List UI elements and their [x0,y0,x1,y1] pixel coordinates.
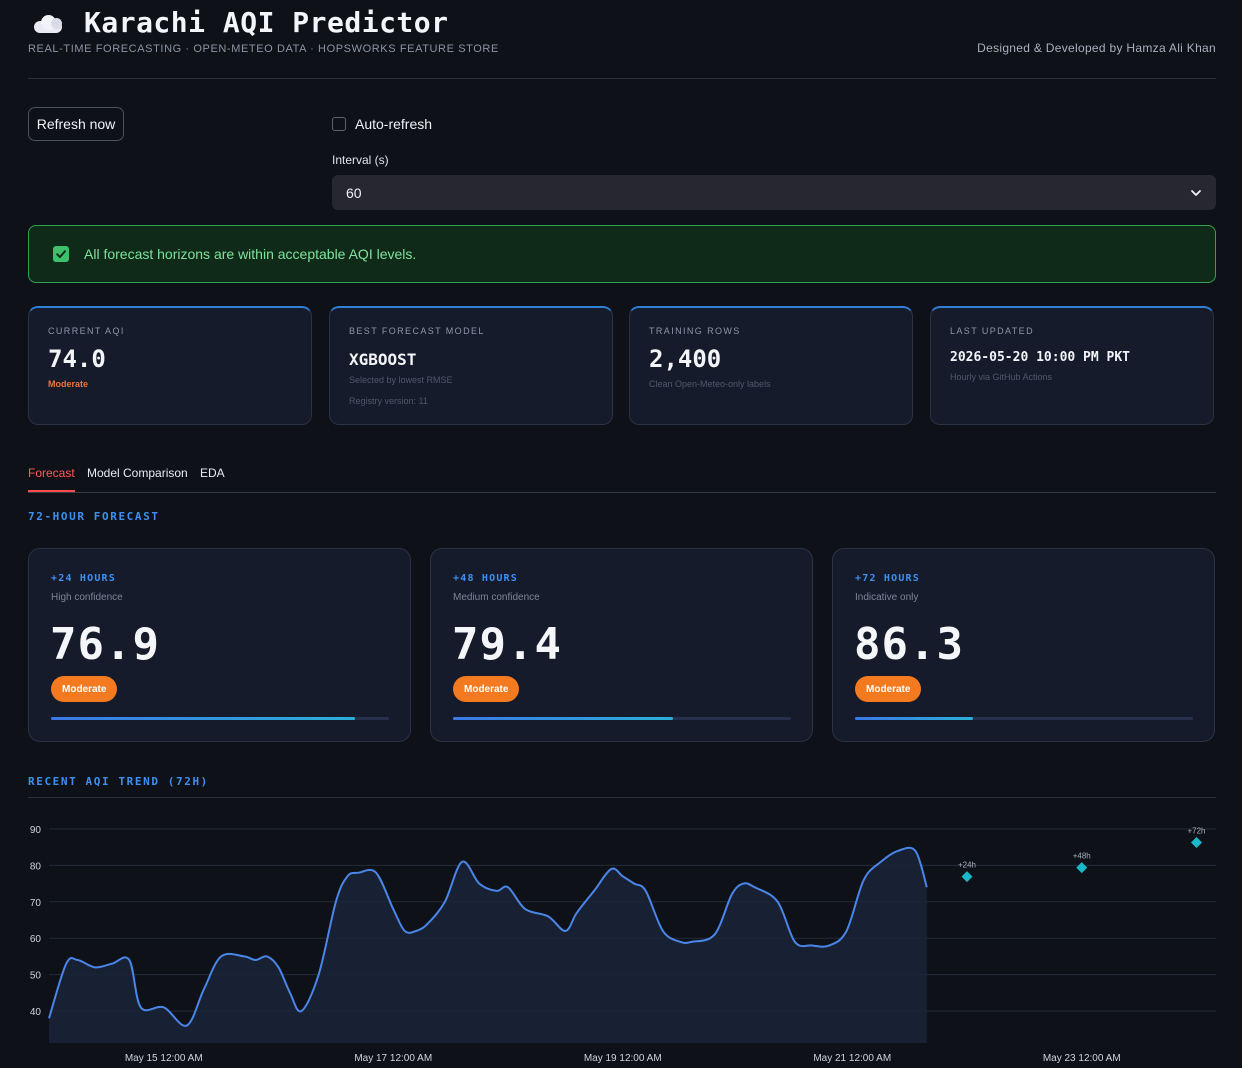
y-tick-label: 80 [30,861,42,872]
y-tick-label: 60 [30,934,42,945]
confidence-bar [855,717,1193,720]
cloud-icon [32,12,66,34]
alert-message: All forecast horizons are within accepta… [84,246,417,262]
status-badge: Moderate [453,676,520,702]
auto-refresh-toggle[interactable]: Auto-refresh [332,116,432,132]
confidence-bar [51,717,389,720]
y-tick-label: 90 [30,825,42,836]
metric-subtext: Selected by lowest RMSE [349,375,453,385]
tab-model-comparison[interactable]: Model Comparison [87,466,188,480]
app-subtitle: REAL-TIME FORECASTING · OPEN-METEO DATA … [28,43,499,55]
metric-label: BEST FORECAST MODEL [349,326,485,336]
confidence-bar [453,717,791,720]
y-tick-label: 70 [30,898,42,909]
forecast-card-48h: +48 HOURS Medium confidence 79.4 Moderat… [430,548,813,742]
forecast-value: 79.4 [452,619,562,670]
metric-label: LAST UPDATED [950,326,1034,336]
y-tick-label: 40 [30,1007,42,1018]
forecast-confidence: High confidence [51,592,123,603]
tab-bar: Forecast Model Comparison EDA [28,464,1216,493]
trend-line [48,846,928,1027]
metric-card-training-rows: TRAINING ROWS 2,400 Clean Open-Meteo-onl… [629,306,913,425]
forecast-card-24h: +24 HOURS High confidence 76.9 Moderate [28,548,411,742]
metric-subtext: Clean Open-Meteo-only labels [649,379,771,389]
x-tick-label: May 23 12:00 AM [1043,1053,1121,1064]
metric-value: 74.0 [48,345,106,373]
status-badge: Moderate [855,676,922,702]
forecast-card-72h: +72 HOURS Indicative only 86.3 Moderate [832,548,1215,742]
forecast-point-label: +48h [1073,852,1091,861]
forecast-point [1076,862,1088,874]
metric-label: CURRENT AQI [48,326,125,336]
metric-label: TRAINING ROWS [649,326,741,336]
status-badge: Moderate [51,676,118,702]
tab-eda[interactable]: EDA [200,466,225,480]
app-title: Karachi AQI Predictor [84,6,449,39]
x-tick-label: May 21 12:00 AM [813,1053,891,1064]
trend-heading: RECENT AQI TREND (72H) [28,775,209,788]
metric-card-best-model: BEST FORECAST MODEL XGBOOST Selected by … [329,306,613,425]
refresh-now-button[interactable]: Refresh now [28,107,124,141]
divider [28,797,1216,798]
forecast-point [961,871,973,883]
forecast-horizon: +48 HOURS [453,573,518,584]
aqi-trend-chart: 40 50 60 70 80 90 May 15 12:00 AM May 17 12:00 … [30,825,1216,1064]
x-tick-label: May 15 12:00 AM [125,1053,203,1064]
auto-refresh-checkbox[interactable] [332,117,346,131]
x-tick-label: May 17 12:00 AM [354,1053,432,1064]
status-badge: Moderate [48,379,89,389]
check-icon [53,246,69,262]
forecast-point [1191,836,1202,848]
metric-value: 2,400 [649,345,722,373]
chevron-down-icon [1191,189,1201,196]
forecast-horizon: +24 HOURS [51,573,116,584]
metric-value: 2026-05-20 10:00 PM PKT [950,350,1131,365]
interval-select-value: 60 [346,184,362,201]
title-row: Karachi AQI Predictor [32,6,449,39]
auto-refresh-label: Auto-refresh [355,116,433,132]
metric-card-last-updated: LAST UPDATED 2026-05-20 10:00 PM PKT Hou… [930,306,1214,425]
metric-value: XGBOOST [349,350,417,369]
metric-card-current-aqi: CURRENT AQI 74.0 Moderate [28,306,312,425]
forecast-confidence: Medium confidence [453,592,540,603]
forecast-point-label: +24h [958,861,976,870]
metric-subtext: Registry version: 11 [349,396,428,406]
forecast-confidence: Indicative only [855,592,919,603]
page-header: Karachi AQI Predictor REAL-TIME FORECAST… [28,0,1216,79]
tab-forecast[interactable]: Forecast [28,466,75,492]
metric-subtext: Hourly via GitHub Actions [950,372,1053,382]
trend-area [49,847,927,1043]
interval-label: Interval (s) [332,153,389,167]
forecast-heading: 72-HOUR FORECAST [28,510,160,523]
y-tick-label: 50 [30,971,42,982]
forecast-point-label: +72h [1187,826,1205,835]
forecast-horizon: +72 HOURS [855,573,920,584]
status-alert: All forecast horizons are within accepta… [28,225,1216,283]
developer-credit: Designed & Developed by Hamza Ali Khan [977,41,1216,55]
x-tick-label: May 19 12:00 AM [584,1053,662,1064]
interval-select[interactable]: 60 [332,175,1216,210]
forecast-value: 76.9 [50,619,160,670]
forecast-value: 86.3 [854,619,964,670]
